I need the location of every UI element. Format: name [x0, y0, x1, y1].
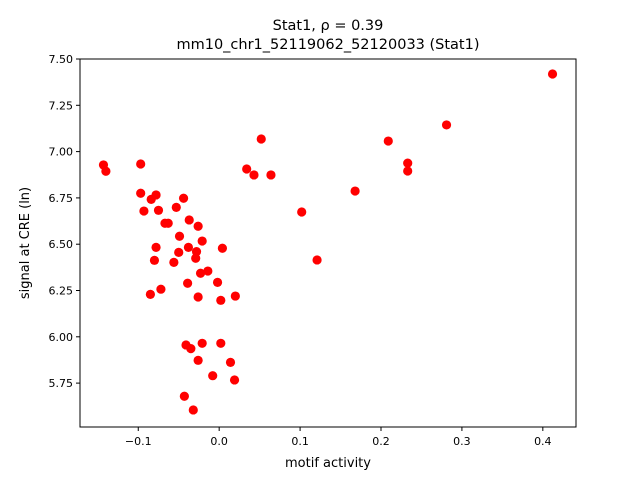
y-tick-label: 7.00 — [49, 146, 74, 159]
data-point — [151, 242, 161, 252]
chart-title-line2: mm10_chr1_52119062_52120033 (Stat1) — [176, 37, 479, 53]
y-tick-label: 6.75 — [49, 192, 74, 205]
x-tick-label: 0.1 — [291, 435, 309, 448]
data-point — [193, 221, 203, 231]
plot-frame — [79, 58, 577, 428]
data-point — [197, 338, 207, 348]
data-point — [193, 355, 203, 365]
data-point — [188, 405, 198, 415]
data-point — [136, 159, 146, 169]
data-point — [312, 255, 322, 265]
data-point — [183, 278, 193, 288]
data-point — [203, 266, 213, 276]
data-point — [225, 357, 236, 367]
data-point — [441, 120, 452, 130]
y-tick-label: 7.25 — [49, 99, 74, 112]
y-axis-label: signal at CRE (ln) — [18, 187, 33, 299]
y-tick-label: 7.50 — [49, 53, 74, 66]
x-tick-label: 0.3 — [453, 435, 471, 448]
data-point — [184, 215, 194, 225]
x-tick-label: 0.2 — [372, 435, 390, 448]
data-point — [403, 158, 413, 168]
data-point — [151, 190, 161, 200]
data-point — [139, 206, 149, 216]
y-tick-label: 6.25 — [49, 285, 74, 298]
data-point — [145, 289, 155, 299]
data-point — [230, 291, 240, 301]
data-point — [191, 253, 201, 263]
data-point — [171, 202, 181, 212]
data-point — [266, 170, 276, 180]
data-point — [403, 166, 413, 176]
data-point — [229, 375, 240, 385]
data-point — [212, 277, 223, 287]
y-tick-label: 5.75 — [49, 377, 74, 390]
data-point — [136, 188, 146, 198]
data-point — [186, 344, 196, 354]
data-point — [350, 186, 360, 196]
data-point — [216, 295, 226, 305]
data-point — [179, 391, 189, 401]
x-tick-label: 0.0 — [210, 435, 228, 448]
data-point — [163, 218, 173, 228]
data-point — [174, 231, 185, 241]
data-point — [249, 170, 259, 180]
y-tick-label: 6.50 — [49, 238, 74, 251]
data-point — [174, 247, 184, 257]
data-point — [178, 193, 189, 203]
data-point — [256, 134, 266, 144]
chart-title-line1: Stat1, ρ = 0.39 — [273, 18, 384, 34]
data-point — [183, 242, 194, 252]
x-axis-label: motif activity — [285, 456, 371, 471]
data-point — [383, 136, 393, 146]
data-point — [156, 284, 166, 294]
data-point — [208, 371, 218, 381]
data-point — [216, 338, 226, 348]
data-point — [197, 236, 207, 246]
data-point — [193, 292, 203, 302]
data-point — [195, 268, 206, 278]
data-point — [149, 255, 160, 265]
x-tick-label: −0.1 — [125, 435, 152, 448]
y-tick-label: 6.00 — [49, 331, 74, 344]
data-point — [217, 243, 228, 253]
data-point — [547, 69, 558, 79]
data-point — [242, 164, 252, 174]
data-point — [153, 205, 164, 215]
data-point — [169, 257, 179, 267]
data-point — [101, 166, 111, 176]
x-tick-label: 0.4 — [534, 435, 552, 448]
data-point — [297, 207, 307, 217]
data-point — [191, 247, 202, 257]
